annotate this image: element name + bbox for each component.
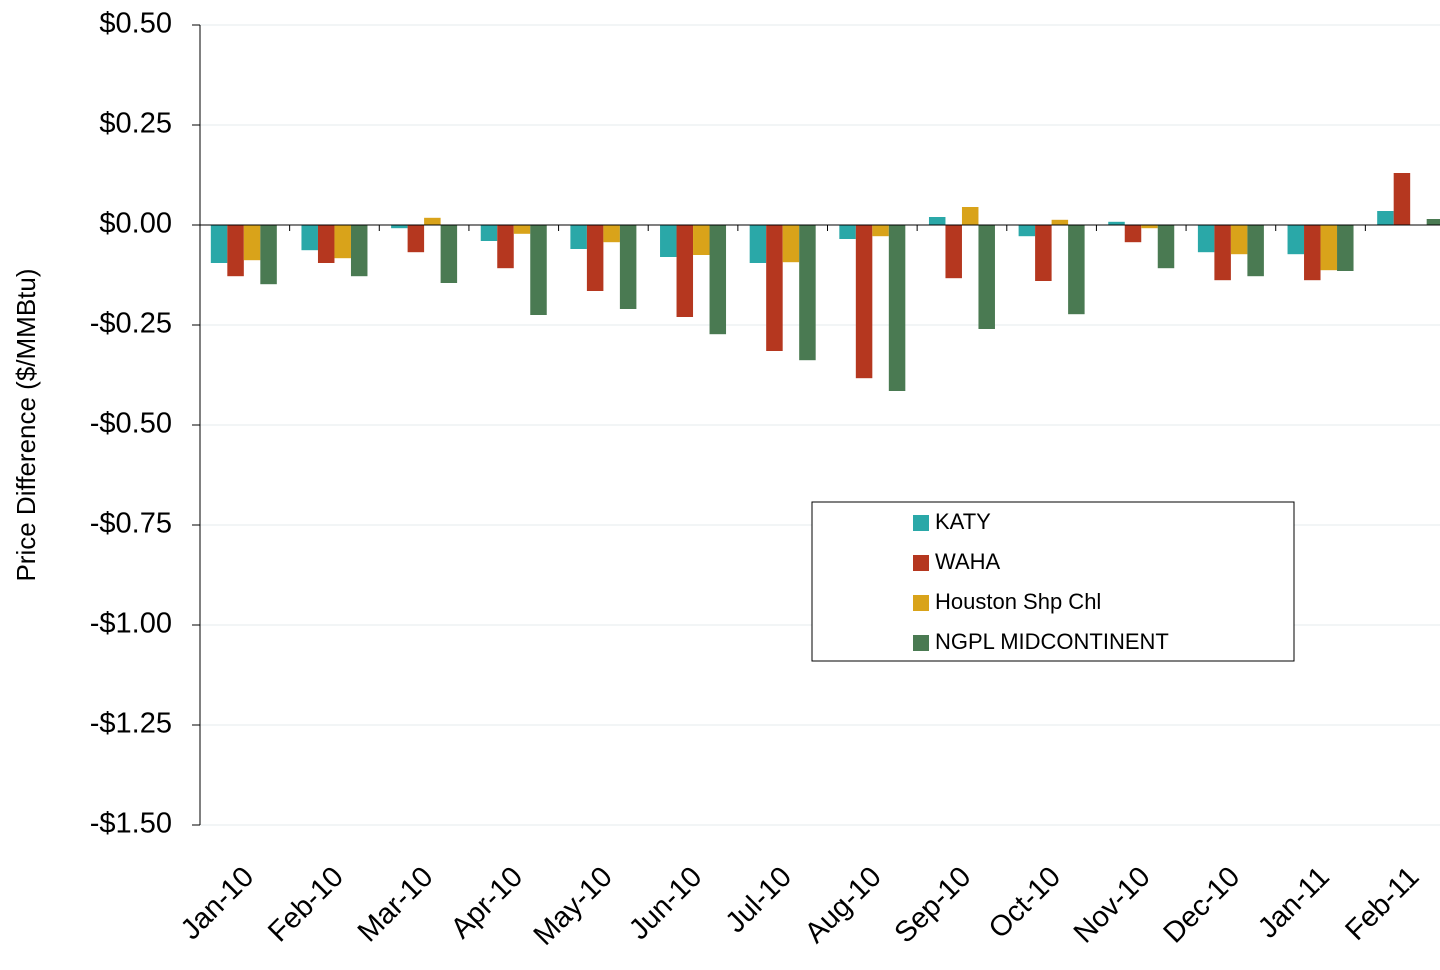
bar xyxy=(872,225,889,237)
bar xyxy=(243,225,261,261)
y-tick-label: $0.50 xyxy=(99,8,172,40)
y-axis-label: Price Difference ($/MMBtu) xyxy=(11,268,41,581)
bar xyxy=(945,225,962,279)
legend-label: Houston Shp Chl xyxy=(935,589,1101,614)
bar xyxy=(1214,225,1231,281)
x-tick-label: Feb-11 xyxy=(1339,861,1425,947)
bar xyxy=(839,225,856,239)
x-tick-label: Sep-10 xyxy=(889,861,978,950)
bar xyxy=(210,225,228,263)
bar xyxy=(676,225,694,317)
bar xyxy=(317,225,335,263)
x-tick-label: Jan-10 xyxy=(175,861,260,946)
bar xyxy=(497,225,514,269)
bar xyxy=(570,225,587,249)
bar xyxy=(782,225,800,263)
bar xyxy=(1337,225,1354,271)
y-tick-label: $0.25 xyxy=(99,108,172,140)
bar xyxy=(1320,225,1338,271)
bar xyxy=(1035,225,1052,281)
plot xyxy=(200,24,1440,826)
bar xyxy=(855,225,873,379)
bar xyxy=(1051,219,1069,225)
bar xyxy=(928,217,946,225)
y-tick-label: -$0.75 xyxy=(90,508,172,540)
legend-swatch xyxy=(913,635,929,651)
bar xyxy=(424,217,441,225)
bar xyxy=(799,225,816,361)
bar xyxy=(1304,225,1321,281)
bar xyxy=(1141,225,1158,229)
bar xyxy=(530,225,547,315)
legend-swatch xyxy=(913,555,929,571)
legend-swatch xyxy=(913,515,929,531)
y-tick-label: -$0.25 xyxy=(90,308,172,340)
bar xyxy=(227,225,244,277)
x-tick-label: Jul-10 xyxy=(720,861,798,939)
bar xyxy=(1068,225,1085,315)
bar xyxy=(301,225,318,251)
x-tick-label: Nov-10 xyxy=(1068,861,1157,950)
x-tick-label: Apr-10 xyxy=(445,861,529,945)
bar xyxy=(1426,219,1440,225)
y-tick-label: -$1.50 xyxy=(90,808,172,840)
bar xyxy=(391,225,408,229)
bar xyxy=(1197,225,1215,253)
bar xyxy=(1157,225,1175,269)
bar xyxy=(1018,225,1036,237)
y-tick-label: -$1.00 xyxy=(90,608,172,640)
bar xyxy=(603,225,620,243)
bar xyxy=(660,225,677,257)
bar xyxy=(586,225,604,291)
bar xyxy=(1287,225,1305,255)
x-tick-label: Jun-10 xyxy=(623,861,708,946)
x-tick-label: May-10 xyxy=(528,861,619,952)
bar xyxy=(513,225,531,234)
bar xyxy=(709,225,727,335)
bar xyxy=(1377,211,1394,225)
bar xyxy=(1393,173,1411,225)
bar xyxy=(1230,225,1248,255)
bar xyxy=(1124,225,1142,243)
x-tick-label: Feb-10 xyxy=(262,861,350,949)
bar xyxy=(693,225,710,255)
bar xyxy=(350,225,368,277)
bar xyxy=(749,225,767,263)
bar xyxy=(440,225,458,283)
bar xyxy=(480,225,498,241)
bar xyxy=(407,225,425,253)
x-tick-label: Jan-11 xyxy=(1252,861,1336,945)
x-tick-label: Aug-10 xyxy=(799,861,888,950)
bar xyxy=(260,225,277,285)
legend-label: WAHA xyxy=(935,549,1001,574)
x-tick-label: Mar-10 xyxy=(352,861,440,949)
bar xyxy=(1247,225,1264,277)
bar xyxy=(766,225,783,351)
x-tick-label: Oct-10 xyxy=(983,861,1067,945)
legend-label: NGPL MIDCONTINENT xyxy=(935,629,1169,654)
y-tick-label: $0.00 xyxy=(99,208,172,240)
y-tick-label: -$1.25 xyxy=(90,708,172,740)
bar xyxy=(1108,221,1125,225)
bar xyxy=(334,225,351,259)
legend-label: KATY xyxy=(935,509,991,534)
bar xyxy=(978,225,995,329)
bar xyxy=(888,225,906,391)
legend-swatch xyxy=(913,595,929,611)
bar xyxy=(619,225,637,309)
bar xyxy=(961,207,979,225)
legend-box xyxy=(811,501,1295,662)
x-tick-label: Dec-10 xyxy=(1158,861,1247,950)
y-tick-label: -$0.50 xyxy=(90,408,172,440)
